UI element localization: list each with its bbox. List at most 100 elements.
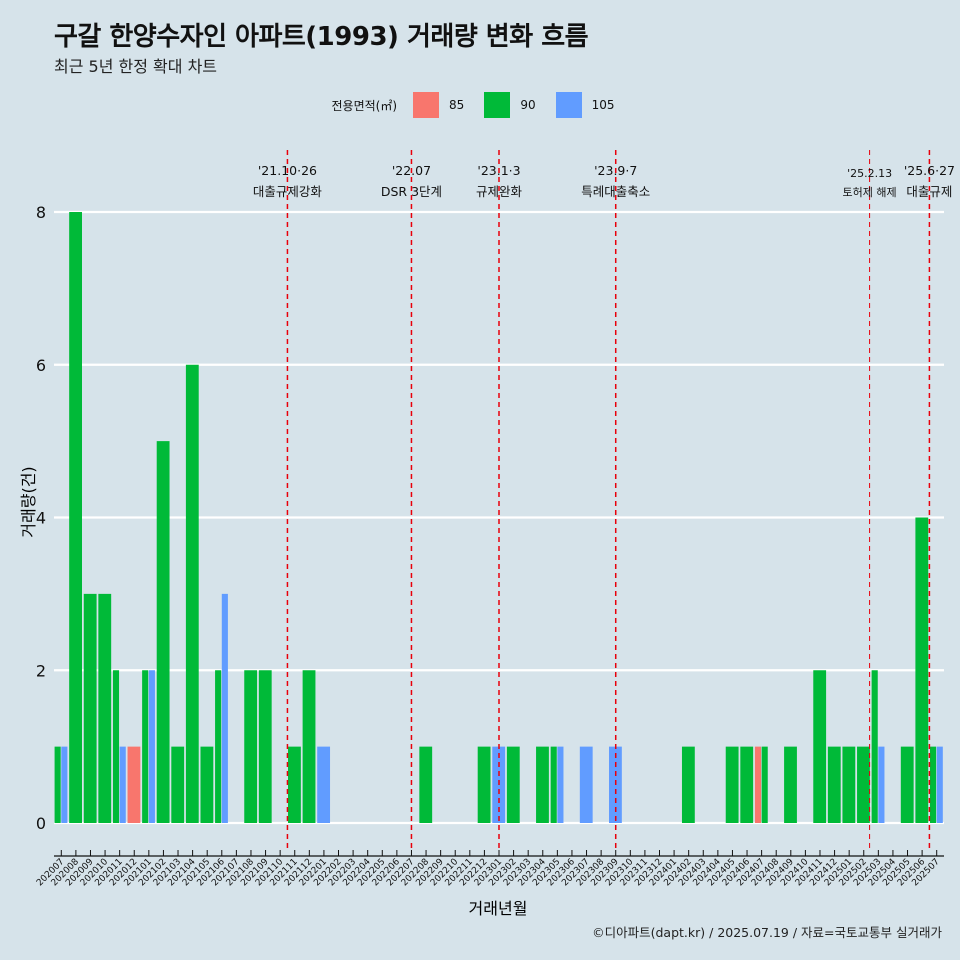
x-tick-label-202205: 202205 bbox=[356, 857, 387, 888]
legend-title: 전용면적(㎡) bbox=[331, 98, 398, 113]
x-axis-title: 거래년월 bbox=[469, 899, 528, 918]
event-label-2: 규제완화 bbox=[476, 184, 523, 199]
y-tick-label-4: 4 bbox=[36, 509, 46, 528]
x-tick-label-202202: 202202 bbox=[312, 857, 343, 888]
legend-item-105: 105 bbox=[555, 92, 615, 118]
legend-label-85: 85 bbox=[449, 98, 465, 112]
x-tick-label-202010: 202010 bbox=[79, 857, 111, 889]
legend-item-90: 90 bbox=[484, 92, 536, 118]
x-tick-label-202009: 202009 bbox=[64, 857, 96, 889]
x-tick-label-202312: 202312 bbox=[633, 857, 664, 888]
bar-90-202302 bbox=[506, 746, 520, 823]
bar-105-202007 bbox=[61, 746, 68, 823]
x-tick-label-202302: 202302 bbox=[487, 857, 518, 888]
x-tick-label-202206: 202206 bbox=[371, 857, 403, 889]
x-tick-label-202311: 202311 bbox=[619, 857, 650, 888]
bar-90-202101 bbox=[142, 670, 149, 823]
bar-90-202102 bbox=[156, 441, 170, 823]
x-tick-label-202209: 202209 bbox=[414, 857, 446, 889]
x-tick-label-202409: 202409 bbox=[765, 857, 797, 889]
event-label-5: 대출규제 bbox=[906, 184, 952, 199]
bar-90-202008 bbox=[69, 212, 82, 823]
legend-item-85: 85 bbox=[413, 92, 464, 118]
x-tick-label-202412: 202412 bbox=[808, 857, 839, 888]
x-tick-label-202307: 202307 bbox=[560, 857, 591, 888]
y-tick-label-6: 6 bbox=[36, 356, 46, 375]
x-tick-label-202112: 202112 bbox=[283, 857, 314, 888]
x-tick-label-202407: 202407 bbox=[735, 857, 766, 888]
bar-105-202507 bbox=[936, 746, 943, 823]
event-label-1: DSR 3단계 bbox=[381, 184, 442, 199]
x-tick-label-202204: 202204 bbox=[341, 857, 373, 889]
event-label-0: 대출규제강화 bbox=[253, 184, 323, 199]
x-tick-label-202504: 202504 bbox=[867, 857, 899, 889]
bar-90-202502 bbox=[857, 746, 870, 823]
legend-swatch-85 bbox=[413, 92, 440, 118]
x-tick-label-202207: 202207 bbox=[385, 857, 416, 888]
bar-90-202406 bbox=[740, 746, 754, 823]
event-date-4: '25.2.13 bbox=[847, 167, 892, 180]
chart-subtitle: 최근 5년 한정 확대 차트 bbox=[54, 57, 218, 76]
bar-90-202407 bbox=[761, 746, 768, 823]
bar-105-202307 bbox=[579, 746, 593, 823]
bar-105-202305 bbox=[557, 746, 564, 823]
y-tick-label-2: 2 bbox=[36, 661, 46, 680]
x-tick-label-202008: 202008 bbox=[50, 857, 82, 889]
x-tick-label-202309: 202309 bbox=[589, 857, 621, 889]
event-label-3: 특례대출축소 bbox=[581, 184, 650, 199]
bar-90-202108 bbox=[244, 670, 258, 823]
event-date-1: '22.07 bbox=[392, 163, 431, 178]
x-tick-label-202110: 202110 bbox=[254, 857, 286, 889]
event-label-4: 토허제 해제 bbox=[843, 185, 897, 199]
bar-90-202109 bbox=[258, 670, 272, 823]
x-tick-label-202505: 202505 bbox=[881, 857, 912, 888]
x-tick-label-202304: 202304 bbox=[517, 857, 549, 889]
bar-90-202010 bbox=[98, 593, 112, 823]
x-tick-label-202103: 202103 bbox=[152, 857, 183, 888]
x-tick-label-202012: 202012 bbox=[108, 857, 139, 888]
bar-90-202505 bbox=[900, 746, 914, 823]
bar-85-202012 bbox=[127, 746, 141, 823]
chart-title: 구갈 한양수자인 아파트(1993) 거래량 변화 흐름 bbox=[54, 22, 589, 52]
x-tick-label-202011: 202011 bbox=[93, 857, 124, 888]
event-date-3: '23.9·7 bbox=[594, 163, 637, 178]
bar-90-202212 bbox=[477, 746, 491, 823]
x-tick-label-202506: 202506 bbox=[896, 857, 928, 889]
bar-90-202112 bbox=[302, 670, 316, 823]
x-tick-label-202408: 202408 bbox=[750, 857, 782, 889]
x-tick-label-202503: 202503 bbox=[852, 857, 883, 888]
x-tick-label-202308: 202308 bbox=[575, 857, 607, 889]
x-tick-label-202105: 202105 bbox=[181, 857, 212, 888]
x-tick-label-202101: 202101 bbox=[123, 857, 154, 888]
x-tick-label-202403: 202403 bbox=[677, 857, 708, 888]
x-tick-label-202301: 202301 bbox=[473, 857, 504, 888]
x-tick-label-202303: 202303 bbox=[502, 857, 533, 888]
x-tick-label-202106: 202106 bbox=[196, 857, 228, 889]
x-tick-label-202107: 202107 bbox=[210, 857, 241, 888]
x-tick-label-202501: 202501 bbox=[823, 857, 854, 888]
bar-90-202007 bbox=[54, 746, 61, 823]
bar-90-202503 bbox=[871, 670, 878, 823]
x-tick-label-202007: 202007 bbox=[35, 857, 66, 888]
x-tick-label-202305: 202305 bbox=[531, 857, 562, 888]
x-tick-label-202502: 202502 bbox=[838, 857, 869, 888]
x-tick-label-202108: 202108 bbox=[225, 857, 257, 889]
bar-90-202507 bbox=[929, 746, 937, 823]
axis-layer: 0 2 4 6 8 20200720200820200920201020201120201… bbox=[35, 203, 944, 888]
legend-swatch-105 bbox=[555, 92, 582, 118]
x-tick-label-202507: 202507 bbox=[910, 857, 941, 888]
x-tick-label-202210: 202210 bbox=[429, 857, 461, 889]
x-tick-label-202410: 202410 bbox=[779, 857, 811, 889]
x-tick-label-202203: 202203 bbox=[327, 857, 358, 888]
x-tick-label-202212: 202212 bbox=[458, 857, 489, 888]
bar-90-202501 bbox=[842, 746, 856, 823]
x-tick-label-202411: 202411 bbox=[794, 857, 825, 888]
bar-90-202405 bbox=[725, 746, 739, 823]
bar-90-202111 bbox=[288, 746, 301, 823]
y-tick-label-8: 8 bbox=[36, 203, 46, 222]
x-tick-label-202401: 202401 bbox=[648, 857, 679, 888]
legend-label-90: 90 bbox=[520, 98, 536, 112]
x-tick-label-202406: 202406 bbox=[721, 857, 753, 889]
bar-90-202409 bbox=[784, 746, 797, 823]
bar-85-202407 bbox=[754, 746, 762, 823]
